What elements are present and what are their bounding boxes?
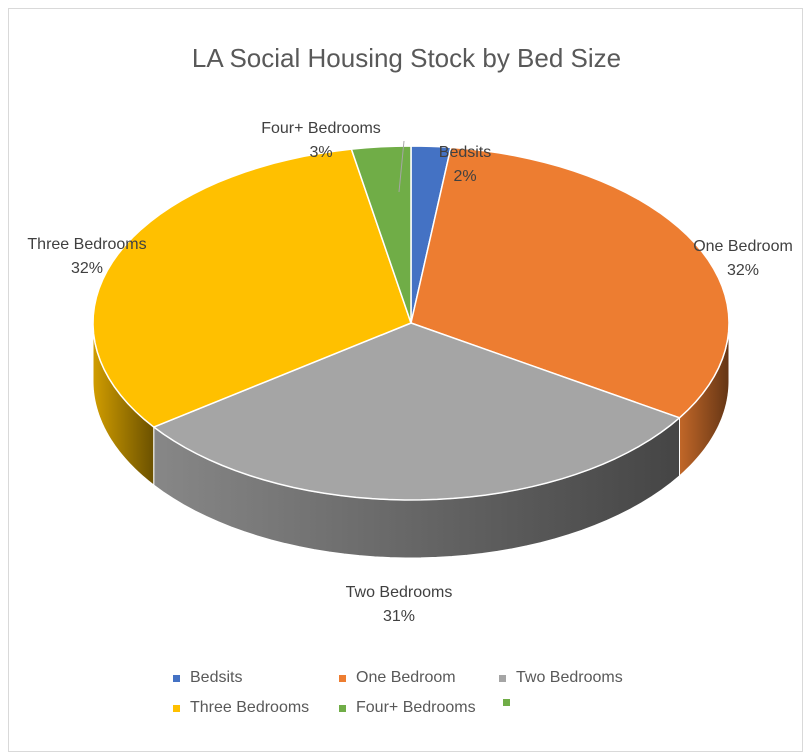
legend-swatch-bedsits [173,674,180,682]
legend-swatch-two-bedrooms [499,674,506,682]
data-label-value-bedsits: 2% [453,168,476,185]
legend-label-one-bedroom: One Bedroom [356,669,456,686]
data-label-name-four-plus-bedrooms: Four+ Bedrooms [261,120,381,137]
legend-swatch-extra [503,699,510,706]
legend-item-two-bedrooms: Two Bedrooms [499,669,623,687]
leader-line-four-plus-bedrooms [398,140,405,193]
pie-chart: Bedsits 2% One Bedroom 32% Two Bedrooms 31% Th… [27,120,792,625]
pie-slice-three-bedrooms [92,148,412,428]
legend-row-1: Bedsits One Bedroom Two Bedrooms [9,669,804,693]
chart-area: LA Social Housing Stock by Bed Size Beds… [8,8,803,752]
data-label-name-three-bedrooms: Three Bedrooms [27,236,146,253]
chart-title: LA Social Housing Stock by Bed Size [191,43,622,73]
legend-swatch-one-bedroom [339,674,346,682]
pie-slice-two-bedrooms [152,322,681,501]
data-label-value-three-bedrooms: 32% [71,260,103,277]
data-label-value-two-bedrooms: 31% [383,608,415,625]
legend-label-bedsits: Bedsits [190,669,243,686]
legend-item-extra [503,699,520,706]
legend-item-four-plus-bedrooms: Four+ Bedrooms [339,699,476,717]
legend-label-two-bedrooms: Two Bedrooms [516,669,623,686]
data-label-value-four-plus-bedrooms: 3% [309,144,332,161]
data-label-value-one-bedroom: 32% [727,262,759,279]
pie-top [92,145,730,501]
data-labels: Bedsits 2% One Bedroom 32% Two Bedrooms 31% Th… [27,120,792,625]
legend-label-four-plus-bedrooms: Four+ Bedrooms [356,699,476,716]
legend-row-2: Three Bedrooms Four+ Bedrooms [9,699,804,723]
pie-slice-four-plus-bedrooms [350,145,412,324]
data-label-name-one-bedroom: One Bedroom [693,238,793,255]
legend-swatch-four-plus-bedrooms [339,704,346,712]
pie-slice-one-bedroom [410,146,730,419]
legend-label-three-bedrooms: Three Bedrooms [190,699,310,716]
data-label-name-two-bedrooms: Two Bedrooms [346,584,453,601]
legend-item-bedsits: Bedsits [173,669,242,687]
legend-item-three-bedrooms: Three Bedrooms [173,699,309,717]
legend-swatch-three-bedrooms [173,704,180,712]
legend-item-one-bedroom: One Bedroom [339,669,456,687]
data-label-name-bedsits: Bedsits [439,144,491,161]
